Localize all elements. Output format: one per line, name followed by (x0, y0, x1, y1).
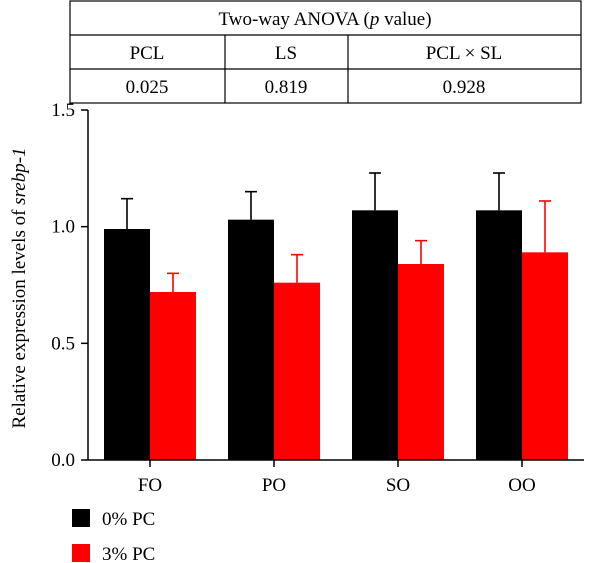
bar-po-series-2 (274, 282, 320, 460)
x-tick-label-oo: OO (508, 475, 535, 496)
legend: 0% PC 3% PC (72, 509, 155, 563)
anova-header-pcl: PCL (130, 43, 165, 64)
anova-table-title: Two-way ANOVA (p value) (218, 9, 431, 30)
anova-table: Two-way ANOVA (p value) PCL LS PCL × SL … (69, 0, 582, 104)
bar-oo-series-1 (476, 210, 522, 460)
y-tick-label: 1.5 (51, 100, 75, 121)
y-tick-label: 0.5 (51, 333, 75, 354)
legend-label-series-2: 3% PC (102, 544, 155, 563)
bar-po-series-1 (228, 219, 274, 460)
y-tick-label: 1.0 (51, 217, 75, 238)
bar-so-series-2 (398, 264, 444, 460)
legend-swatch-series-2 (72, 544, 90, 562)
anova-header-ls: LS (275, 43, 297, 64)
y-tick-label: 0.0 (51, 450, 75, 471)
anova-table-border (69, 0, 582, 104)
x-tick-label-so: SO (386, 475, 410, 496)
legend-swatch-series-1 (72, 509, 90, 527)
x-tick-label-fo: FO (138, 475, 162, 496)
bar-so-series-1 (352, 210, 398, 460)
bar-fo-series-1 (104, 229, 150, 460)
bar-oo-series-2 (522, 252, 568, 460)
y-axis-title: Relative expression levels of srebp-1 (9, 147, 30, 428)
bars-layer (104, 172, 568, 460)
x-tick-label-po: PO (262, 475, 286, 496)
anova-header-pcl-x-sl: PCL × SL (426, 43, 503, 64)
axes-layer: FO PO SO OO 0.0 0.5 1.0 1.5 (51, 100, 584, 496)
anova-value-pcl-x-sl: 0.928 (443, 77, 486, 98)
bar-fo-series-2 (150, 292, 196, 460)
legend-label-series-1: 0% PC (102, 509, 155, 530)
anova-value-pcl: 0.025 (126, 77, 169, 98)
anova-value-ls: 0.819 (265, 77, 308, 98)
